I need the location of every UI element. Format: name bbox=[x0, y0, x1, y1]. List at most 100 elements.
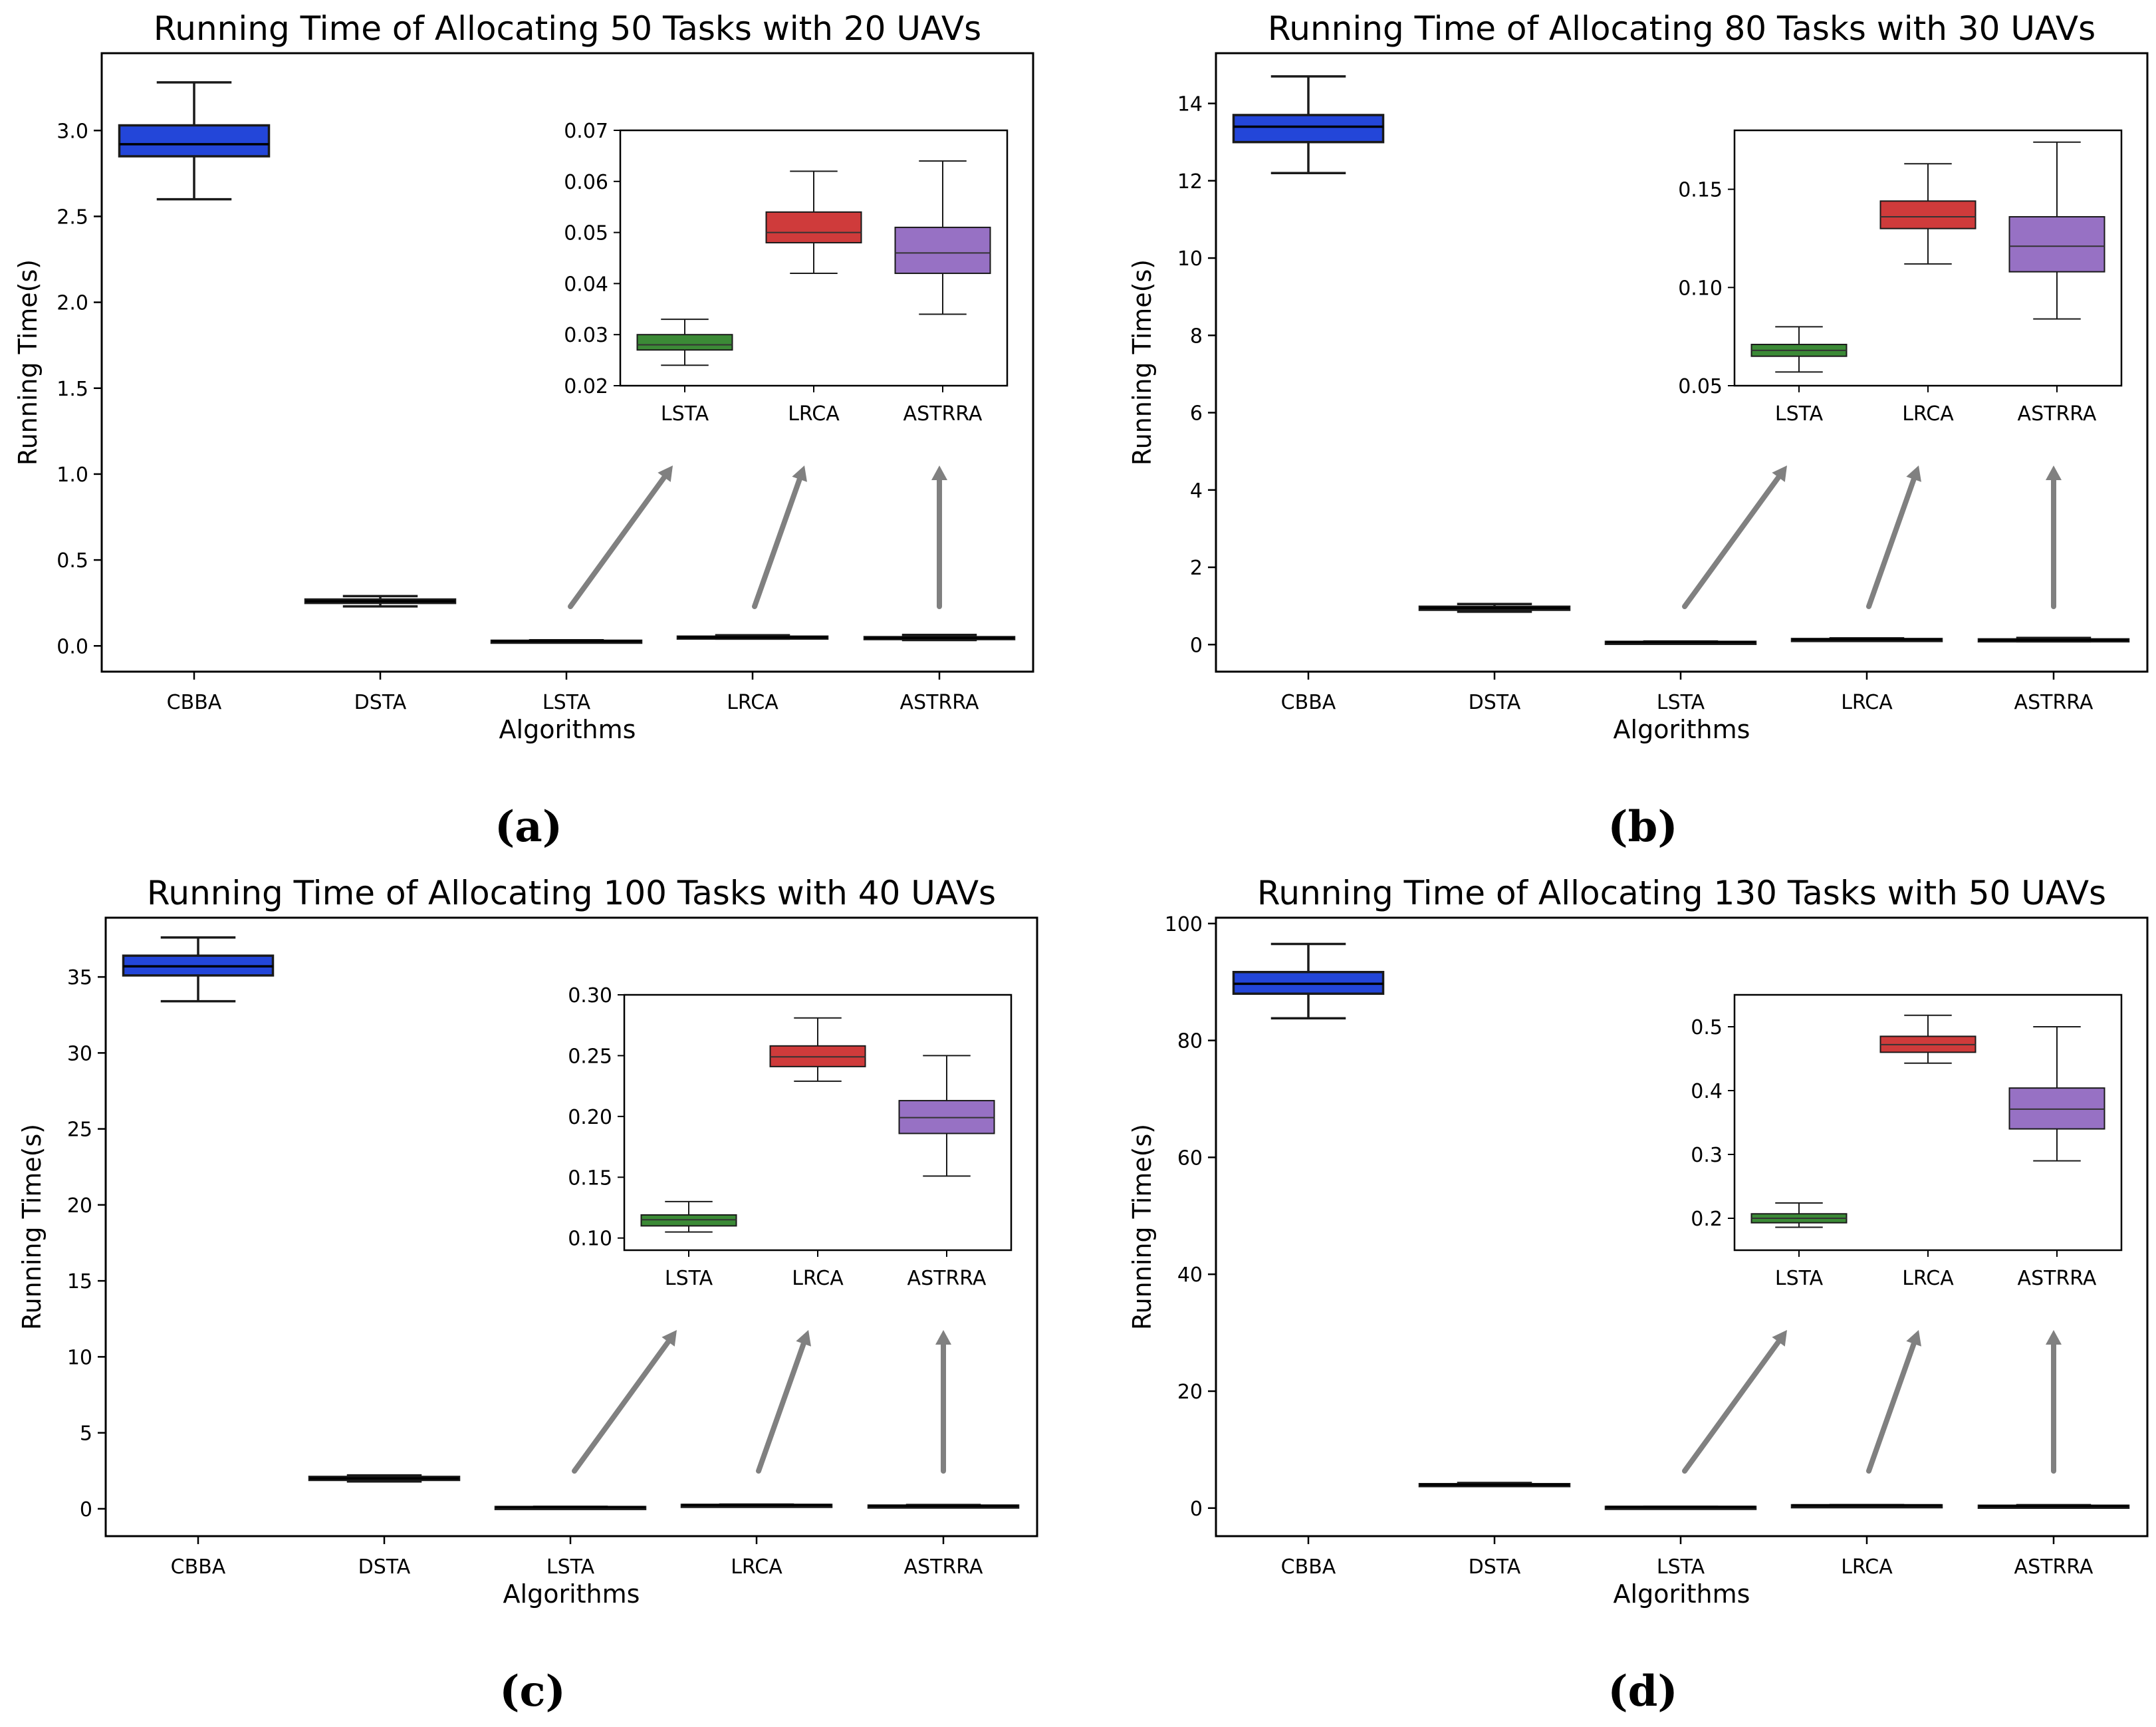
x-axis-label: Algorithms bbox=[1614, 1579, 1750, 1609]
inset-y-tick-label: 0.04 bbox=[564, 273, 608, 296]
inset-y-tick-label: 0.15 bbox=[1678, 179, 1723, 202]
x-tick-label: LRCA bbox=[1841, 1555, 1893, 1579]
main-lsta-box bbox=[1604, 1506, 1757, 1510]
inset-x-tick-label: LRCA bbox=[1902, 1267, 1954, 1290]
inset-x-tick-label: LSTA bbox=[1775, 402, 1824, 426]
x-tick-label: LRCA bbox=[727, 691, 779, 714]
zoom-arrowhead bbox=[1906, 465, 1921, 482]
zoom-arrow-lsta bbox=[568, 474, 667, 609]
inset-y-tick-label: 0.10 bbox=[1678, 277, 1723, 300]
main-lrca-box bbox=[676, 634, 829, 640]
inset-y-tick-label: 0.4 bbox=[1691, 1080, 1723, 1103]
inset-lrca-box bbox=[769, 1017, 866, 1082]
iqr-box bbox=[636, 334, 733, 351]
x-tick-label: LSTA bbox=[1657, 691, 1705, 714]
inset-y-tick-label: 0.05 bbox=[1678, 375, 1723, 398]
inset-chart: 0.2 0.3 0.4 0.5 LSTA LRCA ASTRRA bbox=[1691, 994, 2123, 1290]
x-tick-label: CBBA bbox=[171, 1555, 226, 1579]
panel-d: Running Time of Allocating 130 Tasks wit… bbox=[1128, 874, 2149, 1716]
x-axis-label: Algorithms bbox=[499, 715, 636, 744]
inset-chart: 0.02 0.03 0.04 0.05 0.06 0.07 LSTA LRCA ASTRRA bbox=[564, 120, 1009, 426]
zoom-arrow-lrca bbox=[756, 1341, 806, 1474]
y-tick-label: 25 bbox=[67, 1119, 92, 1142]
panel-c: Running Time of Allocating 100 Tasks wit… bbox=[17, 874, 1038, 1716]
zoom-arrowhead bbox=[1772, 1330, 1787, 1347]
zoom-arrowhead bbox=[2046, 465, 2062, 480]
inset-astrra-box bbox=[898, 1055, 995, 1177]
y-tick-label: 6 bbox=[1190, 402, 1203, 426]
panel-caption: (c) bbox=[499, 1666, 566, 1716]
zoom-arrow-lrca bbox=[752, 476, 802, 609]
y-tick-label: 14 bbox=[1177, 93, 1203, 116]
x-tick-label: CBBA bbox=[167, 691, 222, 714]
panel-caption: (b) bbox=[1608, 802, 1677, 852]
y-tick-label: 0.0 bbox=[57, 635, 88, 658]
chart-title: Running Time of Allocating 100 Tasks wit… bbox=[147, 874, 996, 912]
y-tick-label: 3.0 bbox=[57, 120, 88, 143]
y-tick-label: 35 bbox=[67, 966, 92, 990]
y-tick-label: 15 bbox=[67, 1270, 92, 1293]
chart-title: Running Time of Allocating 80 Tasks with… bbox=[1268, 9, 2096, 48]
y-tick-label: 0 bbox=[1190, 634, 1203, 657]
iqr-box bbox=[1879, 200, 1976, 229]
iqr-box bbox=[2008, 215, 2105, 273]
y-tick-label: 8 bbox=[1190, 325, 1203, 348]
zoom-arrowhead bbox=[661, 1330, 677, 1347]
inset-lsta-box bbox=[1750, 1202, 1848, 1228]
x-tick-label: DSTA bbox=[1469, 691, 1521, 714]
y-tick-label: 5 bbox=[80, 1422, 92, 1446]
x-tick-label: DSTA bbox=[354, 691, 407, 714]
inset-astrra-box bbox=[2008, 1026, 2105, 1162]
y-tick-label: 80 bbox=[1177, 1030, 1203, 1053]
zoom-arrow-lsta bbox=[572, 1339, 671, 1474]
main-dsta-box bbox=[304, 595, 457, 608]
y-tick-label: 1.0 bbox=[57, 464, 88, 487]
y-tick-label: 60 bbox=[1177, 1146, 1203, 1170]
inset-x-tick-label: ASTRRA bbox=[2018, 1267, 2097, 1290]
y-tick-label: 40 bbox=[1177, 1263, 1203, 1287]
zoom-arrow-lsta bbox=[1682, 1339, 1782, 1474]
iqr-box bbox=[894, 226, 991, 275]
x-tick-label: ASTRRA bbox=[904, 1555, 983, 1579]
x-tick-label: LSTA bbox=[546, 1555, 595, 1579]
y-tick-label: 0 bbox=[80, 1498, 92, 1522]
inset-lsta-box bbox=[1750, 326, 1848, 373]
inset-y-tick-label: 0.20 bbox=[568, 1106, 612, 1129]
inset-x-tick-label: LRCA bbox=[792, 1267, 844, 1290]
main-astrra-box bbox=[1977, 636, 2130, 643]
x-tick-label: DSTA bbox=[358, 1555, 411, 1579]
zoom-arrow-lrca bbox=[1866, 1341, 1917, 1474]
inset-y-tick-label: 0.3 bbox=[1691, 1144, 1723, 1167]
main-cbba-box bbox=[1232, 75, 1385, 174]
x-tick-label: ASTRRA bbox=[2014, 1555, 2094, 1579]
y-axis-label: Running Time(s) bbox=[1128, 259, 1157, 465]
inset-x-tick-label: ASTRRA bbox=[907, 1267, 987, 1290]
y-tick-label: 20 bbox=[67, 1194, 92, 1218]
x-tick-label: LRCA bbox=[1841, 691, 1893, 714]
iqr-box bbox=[118, 124, 271, 158]
main-astrra-box bbox=[863, 633, 1016, 642]
inset-astrra-box bbox=[2008, 141, 2105, 320]
main-astrra-box bbox=[1977, 1504, 2130, 1510]
x-tick-label: CBBA bbox=[1281, 1555, 1336, 1579]
plot-frame bbox=[104, 916, 1038, 1537]
y-tick-label: 10 bbox=[1177, 247, 1203, 271]
main-dsta-box bbox=[308, 1474, 461, 1483]
x-tick-label: ASTRRA bbox=[900, 691, 979, 714]
inset-y-tick-label: 0.10 bbox=[568, 1228, 612, 1251]
inset-y-tick-label: 0.25 bbox=[568, 1045, 612, 1068]
chart-title: Running Time of Allocating 50 Tasks with… bbox=[154, 9, 981, 48]
y-tick-label: 20 bbox=[1177, 1381, 1203, 1404]
inset-y-tick-label: 0.05 bbox=[564, 222, 608, 245]
inset-astrra-box bbox=[894, 160, 991, 315]
y-tick-label: 2 bbox=[1190, 557, 1203, 580]
inset-y-tick-label: 0.02 bbox=[564, 375, 608, 398]
x-tick-label: LRCA bbox=[731, 1555, 782, 1579]
inset-lsta-box bbox=[636, 319, 733, 366]
main-dsta-box bbox=[1418, 1482, 1571, 1488]
zoom-arrowhead bbox=[1906, 1330, 1921, 1347]
plot-frame bbox=[100, 52, 1034, 673]
y-tick-label: 1.5 bbox=[57, 378, 88, 401]
y-axis-label: Running Time(s) bbox=[1128, 1124, 1157, 1330]
zoom-arrowhead bbox=[1772, 465, 1787, 482]
